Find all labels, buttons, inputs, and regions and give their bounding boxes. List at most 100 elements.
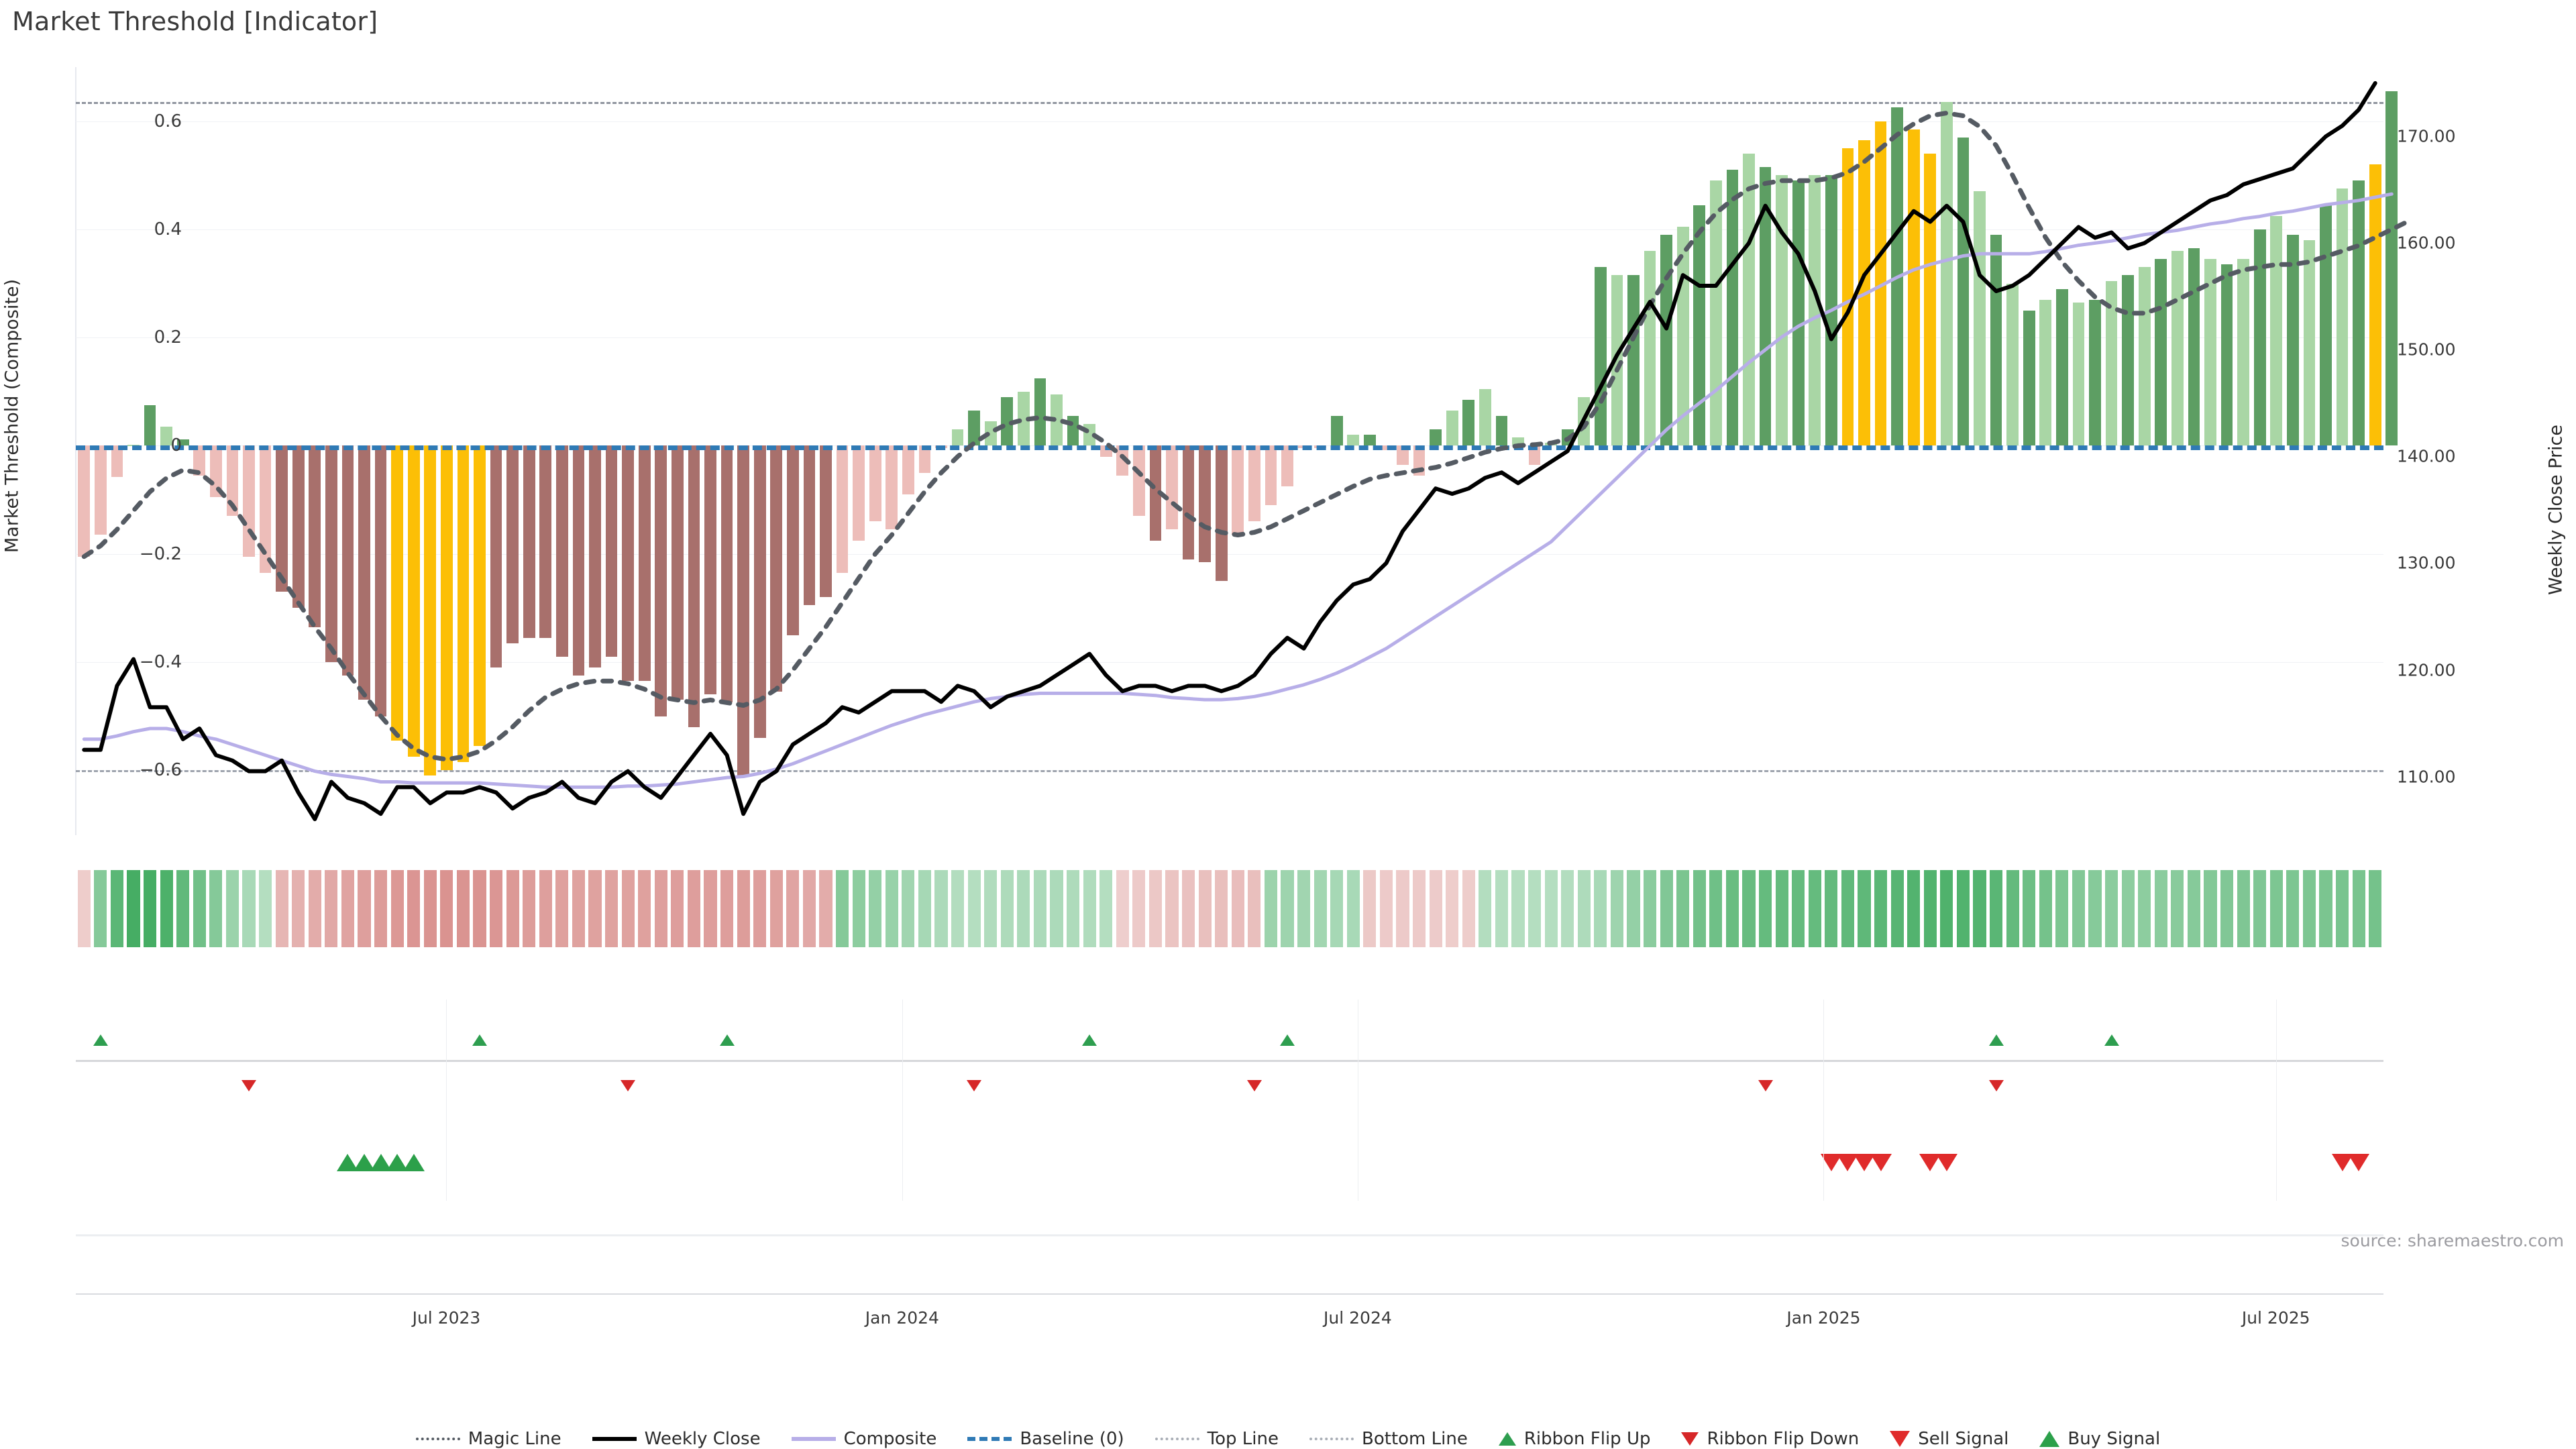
histogram-bar [2253,229,2266,446]
histogram-bar [407,445,420,757]
ribbon-flip-up-marker [472,1034,487,1046]
ribbon-cell [1165,870,1179,947]
ribbon-cell [1099,870,1113,947]
legend-item[interactable]: Ribbon Flip Down [1681,1429,1859,1449]
ribbon-cell [2088,870,2102,947]
histogram-bar [111,445,123,478]
histogram-bar [1133,445,1145,517]
ribbon-cell [2171,870,2184,947]
legend-item[interactable]: Baseline (0) [967,1429,1124,1449]
histogram-bar [2056,288,2068,446]
histogram-bar [226,445,239,517]
ribbon-cell [1973,870,1986,947]
ribbon-cell [1527,870,1542,947]
ribbon-cell [654,870,667,947]
histogram-bar [276,445,288,592]
histogram-bar [1941,102,1953,446]
ribbon-cell [720,870,734,947]
ribbon-cell [2319,870,2332,947]
histogram-bar [2089,299,2101,446]
ribbon-cell [209,870,223,947]
histogram-bar [2287,234,2299,446]
ribbon-cell [1561,870,1574,947]
triangle-up-icon [1498,1432,1516,1446]
histogram-bar [918,445,931,473]
ribbon-cell [1577,870,1591,947]
ribbon-cell [737,870,750,947]
legend-item[interactable]: Buy Signal [2039,1429,2160,1449]
main-chart-panel [75,67,2411,835]
ribbon-cell [1479,870,1492,947]
histogram-bar [160,427,172,446]
ribbon-cell [918,870,931,947]
histogram-bar [1199,445,1211,562]
ribbon-cell [1989,870,2003,947]
legend-label: Composite [843,1429,937,1449]
legend-item[interactable]: Top Line [1155,1429,1279,1449]
ribbon-cell [456,870,470,947]
histogram-bar [1841,148,1854,446]
legend-item[interactable]: Weekly Close [592,1429,761,1449]
histogram-bar [2369,164,2381,446]
histogram-bar [2006,283,2019,446]
y-axis-tick-right: 160.00 [2397,233,2456,253]
legend-line-swatch [967,1437,1012,1441]
legend-label: Top Line [1207,1429,1279,1449]
ribbon-cell [1660,870,1673,947]
histogram-bar [424,445,437,776]
histogram-bar [1957,137,1970,446]
histogram-bar [1364,435,1376,446]
ribbon-cell [358,870,371,947]
histogram-bar [2122,275,2134,446]
histogram-bar [1495,416,1508,446]
ribbon-cell [1066,870,1080,947]
ribbon-flip-up-marker [719,1034,735,1046]
ribbon-cell [506,870,519,947]
x-axis-tick: Jan 2024 [865,1308,939,1328]
ribbon-cell [1858,870,1871,947]
ribbon-cell [2302,870,2316,947]
histogram-bar [1462,399,1475,446]
ribbon-cell [1725,870,1739,947]
legend-item[interactable]: Magic Line [415,1429,561,1449]
legend-item[interactable]: Ribbon Flip Up [1498,1429,1650,1449]
x-axis-tick: Jul 2025 [2241,1308,2310,1328]
page-title: Market Threshold [Indicator] [12,7,378,36]
ribbon-cell [2104,870,2118,947]
sell-triangle-icon [1890,1431,1911,1447]
histogram-bar [720,445,733,703]
legend-item[interactable]: Bottom Line [1309,1429,1468,1449]
ribbon-cell [1923,870,1937,947]
ribbon-cell [1742,870,1756,947]
histogram-bar [506,445,519,643]
histogram-bar [1627,275,1640,446]
histogram-bar [704,445,716,695]
y-axis-tick-right: 170.00 [2397,126,2456,146]
signal-marker-panel [76,1114,2383,1201]
histogram-bar [1907,129,1920,446]
ribbon-cell [1000,870,1014,947]
histogram-bar [144,405,156,446]
triangle-down-icon [1681,1432,1699,1446]
x-axis-tick: Jul 2024 [1324,1308,1392,1328]
histogram-bar [605,445,618,657]
histogram-bar [1743,154,1755,446]
ribbon-flip-up-marker [93,1034,108,1046]
bottom-line [76,770,2383,773]
y-axis-tick-right: 130.00 [2397,553,2456,573]
histogram-bar [2237,259,2249,446]
histogram-bar [951,429,964,446]
legend-item[interactable]: Composite [791,1429,937,1449]
top-line [76,102,2383,105]
ribbon-cell [802,870,816,947]
ribbon-cell [704,870,717,947]
panel-separator [1823,1000,1825,1120]
ribbon-cell [2138,870,2151,947]
histogram-bar [1330,416,1343,446]
ribbon-cell [869,870,882,947]
ribbon-cell [1231,870,1244,947]
ribbon-flip-down-marker [241,1080,256,1091]
histogram-bar [358,445,370,700]
histogram-bar [95,445,107,535]
legend-item[interactable]: Sell Signal [1890,1429,2008,1449]
